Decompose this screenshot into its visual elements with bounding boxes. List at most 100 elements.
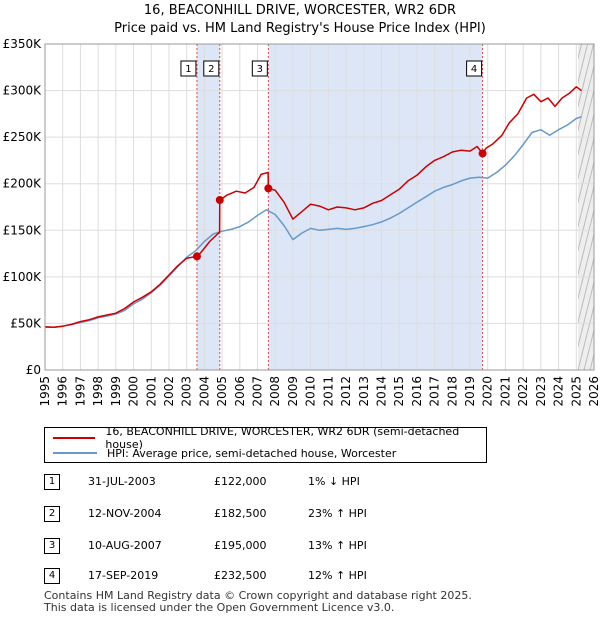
sale-price: £122,000 bbox=[214, 475, 267, 488]
x-tick-label: 2025 bbox=[569, 376, 583, 407]
subtitle-line: Price paid vs. HM Land Registry's House … bbox=[114, 21, 486, 36]
table-row: 3 10-AUG-2007 £195,000 13% ↑ HPI bbox=[44, 538, 374, 556]
x-tick-label: 2002 bbox=[162, 376, 176, 407]
legend-label-hpi: HPI: Average price, semi-detached house,… bbox=[107, 446, 397, 460]
plot-frame bbox=[44, 43, 595, 371]
footer: Contains HM Land Registry data © Crown c… bbox=[44, 590, 472, 614]
hatch-line bbox=[578, 88, 594, 157]
x-tick-label: 1999 bbox=[109, 376, 123, 407]
legend: 16, BEACONHILL DRIVE, WORCESTER, WR2 6DR… bbox=[44, 425, 487, 463]
sale-marker-number: 2 bbox=[208, 64, 214, 75]
legend-swatch-red bbox=[53, 437, 96, 439]
sale-marker-box bbox=[203, 60, 220, 77]
hatch-line bbox=[578, 44, 594, 109]
hatch-line bbox=[578, 160, 594, 229]
sale-point bbox=[192, 252, 201, 261]
sale-hpi-diff: 13% ↑ HPI bbox=[308, 539, 367, 552]
x-tick-label: 2014 bbox=[374, 376, 388, 407]
x-tick-label: 2009 bbox=[286, 376, 300, 407]
sale-hpi-diff: 23% ↑ HPI bbox=[308, 507, 367, 520]
x-tick-label: 2023 bbox=[534, 376, 548, 407]
footer-licence: This data is licensed under the Open Gov… bbox=[44, 601, 395, 614]
x-tick-label: 2024 bbox=[552, 376, 566, 407]
price-paid-line bbox=[44, 86, 583, 328]
sale-period-shade bbox=[268, 44, 483, 370]
sale-date: 12-NOV-2004 bbox=[88, 507, 162, 520]
legend-item-property: 16, BEACONHILL DRIVE, WORCESTER, WR2 6DR… bbox=[53, 425, 486, 451]
y-tick-label: £350K bbox=[3, 37, 43, 51]
x-tick-label: 1997 bbox=[73, 376, 87, 407]
sale-marker-box bbox=[466, 60, 483, 77]
x-tick-label: 2005 bbox=[215, 376, 229, 407]
x-tick-label: 2016 bbox=[410, 376, 424, 407]
table-row: 4 17-SEP-2019 £232,500 12% ↑ HPI bbox=[44, 568, 374, 586]
x-tick-label: 2012 bbox=[339, 376, 353, 407]
x-tick-label: 2008 bbox=[268, 376, 282, 407]
x-tick-label: 2018 bbox=[445, 376, 459, 407]
sale-marker-box bbox=[180, 60, 197, 77]
x-tick-label: 2020 bbox=[481, 376, 495, 407]
sale-number-badge: 2 bbox=[44, 506, 60, 522]
y-tick-label: £50K bbox=[10, 316, 42, 330]
sale-number-badge: 3 bbox=[44, 538, 60, 554]
sale-hpi-diff: 1% ↓ HPI bbox=[308, 475, 360, 488]
sale-hpi-diff: 12% ↑ HPI bbox=[308, 569, 367, 582]
y-tick-label: £100K bbox=[3, 270, 43, 284]
sale-marker-number: 1 bbox=[185, 64, 191, 75]
hatch-line bbox=[596, 44, 600, 370]
x-tick-label: 2022 bbox=[516, 376, 530, 407]
x-tick-label: 2007 bbox=[251, 376, 265, 407]
sale-marker-number: 3 bbox=[257, 64, 263, 75]
x-tick-label: 2011 bbox=[321, 376, 335, 407]
sale-point bbox=[478, 149, 487, 158]
sale-date: 31-JUL-2003 bbox=[88, 475, 156, 488]
sale-number-badge: 4 bbox=[44, 568, 60, 584]
sale-marker-number: 4 bbox=[471, 64, 477, 75]
legend-item-hpi: HPI: Average price, semi-detached house,… bbox=[53, 446, 396, 460]
title-line: 16, BEACONHILL DRIVE, WORCESTER, WR2 6DR bbox=[143, 3, 457, 18]
x-tick-label: 1998 bbox=[91, 376, 105, 407]
sale-date: 10-AUG-2007 bbox=[88, 539, 162, 552]
hatch-line bbox=[578, 280, 594, 349]
x-tick-label: 2021 bbox=[498, 376, 512, 407]
table-row: 1 31-JUL-2003 £122,000 1% ↓ HPI bbox=[44, 474, 374, 492]
chart-title: 16, BEACONHILL DRIVE, WORCESTER, WR2 6DR… bbox=[0, 2, 600, 38]
sale-number-badge: 1 bbox=[44, 474, 60, 490]
sale-price: £232,500 bbox=[214, 569, 267, 582]
x-tick-label: 2004 bbox=[197, 376, 211, 407]
footer-copyright: Contains HM Land Registry data © Crown c… bbox=[44, 589, 472, 602]
x-tick-label: 2001 bbox=[144, 376, 158, 407]
x-tick-label: 2015 bbox=[392, 376, 406, 407]
x-tick-label: 1995 bbox=[38, 376, 52, 407]
price-chart: £0 £50K £100K £150K £200K £250K £300K £350K 1995… bbox=[3, 37, 600, 407]
y-tick-label: £150K bbox=[3, 223, 43, 237]
y-tick-label: £300K bbox=[3, 84, 43, 98]
sale-price: £195,000 bbox=[214, 539, 267, 552]
x-tick-label: 1996 bbox=[56, 376, 70, 407]
sale-point bbox=[215, 196, 224, 205]
x-tick-label: 2019 bbox=[463, 376, 477, 407]
x-tick-label: 2000 bbox=[127, 376, 141, 407]
legend-swatch-blue bbox=[53, 452, 97, 454]
sale-marker-box bbox=[251, 60, 268, 77]
hatch-line bbox=[578, 64, 594, 133]
legend-label-property: 16, BEACONHILL DRIVE, WORCESTER, WR2 6DR… bbox=[105, 425, 460, 451]
y-tick-label: £200K bbox=[3, 177, 43, 191]
x-tick-label: 2003 bbox=[180, 376, 194, 407]
hatch-line bbox=[578, 256, 594, 325]
y-tick-label: £250K bbox=[3, 130, 43, 144]
sale-price: £182,500 bbox=[214, 507, 267, 520]
hatch-line bbox=[578, 184, 594, 253]
sale-point bbox=[264, 184, 273, 193]
x-tick-label: 2010 bbox=[304, 376, 318, 407]
table-row: 2 12-NOV-2004 £182,500 23% ↑ HPI bbox=[44, 506, 374, 524]
sale-date: 17-SEP-2019 bbox=[88, 569, 159, 582]
sale-period-shade bbox=[196, 44, 220, 370]
hpi-line bbox=[45, 115, 582, 328]
x-tick-label: 2006 bbox=[233, 376, 247, 407]
hatch-line bbox=[578, 304, 594, 370]
y-tick-label: £0 bbox=[26, 363, 41, 377]
x-tick-label: 2017 bbox=[428, 376, 442, 407]
x-tick-label: 2013 bbox=[357, 376, 371, 407]
forecast-hatch-region bbox=[578, 44, 594, 370]
